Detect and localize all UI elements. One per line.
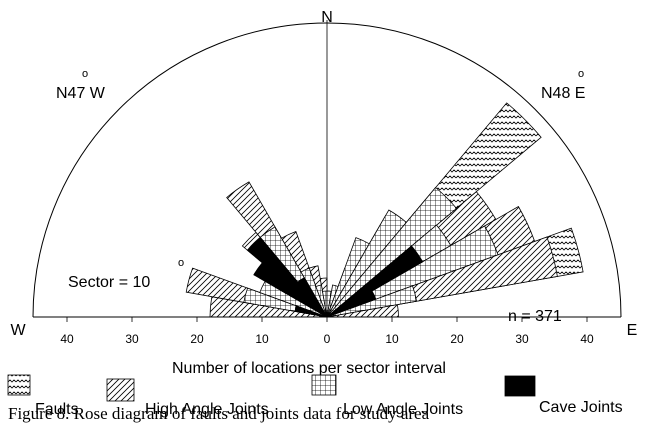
tick-label: 20	[190, 332, 204, 346]
legend-swatch-low	[311, 374, 337, 396]
sector-low-40	[326, 186, 458, 318]
annotation-n48e: N48 E	[541, 85, 585, 102]
count-label: n = 371	[508, 308, 562, 325]
legend-label-high: High Angle Joints	[145, 401, 269, 418]
tick-label: 0	[324, 332, 331, 346]
sector-low--20	[315, 284, 328, 318]
sector-cave--80	[294, 305, 328, 318]
legend: Faults High Angle Joints Low Angle Joint…	[7, 374, 623, 418]
tick-label: 30	[125, 332, 139, 346]
tick-label: 30	[515, 332, 529, 346]
scale-ticks: 40 30 20 10 0 10 20 30 40	[60, 317, 594, 346]
east-label: E	[627, 322, 638, 339]
annotation-n48e-degree: o	[578, 68, 584, 80]
legend-swatch-cave	[504, 375, 536, 397]
legend-swatch-high	[106, 378, 135, 402]
legend-label-faults: Faults	[35, 401, 79, 418]
tick-label: 10	[255, 332, 269, 346]
annotation-n47w: N47 W	[56, 85, 106, 102]
sector-low--30	[300, 267, 328, 318]
tick-label: 40	[60, 332, 74, 346]
rose-sectors	[185, 102, 584, 318]
sector-label: Sector = 10	[68, 274, 150, 291]
tick-label: 40	[580, 332, 594, 346]
tick-label: 20	[450, 332, 464, 346]
tick-label: 10	[385, 332, 399, 346]
annotation-n47w-degree: o	[82, 68, 88, 80]
x-axis-label: Number of locations per sector interval	[172, 360, 446, 377]
sector-degree-mark: o	[178, 257, 184, 269]
sector-cave-50	[326, 245, 424, 318]
sector-cave-60	[326, 290, 377, 318]
legend-swatch-faults	[7, 374, 31, 396]
legend-label-cave: Cave Joints	[539, 399, 623, 416]
figure-caption: Figure 8. Rose diagram of faults and joi…	[8, 404, 430, 423]
west-label: W	[10, 322, 26, 339]
sector-cave--40	[297, 277, 328, 318]
sector-cave--50	[246, 236, 328, 318]
legend-label-low: Low Angle Joints	[343, 401, 463, 418]
north-label: N	[321, 9, 333, 26]
